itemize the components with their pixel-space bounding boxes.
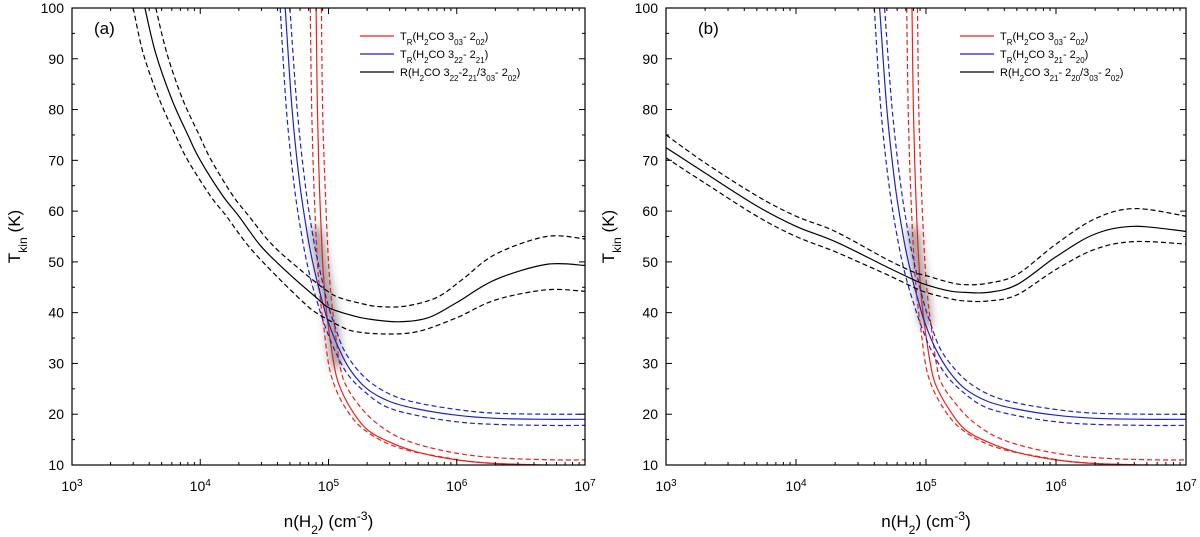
y-tick-label: 100	[41, 0, 65, 16]
x-tick-label: 107	[1175, 478, 1197, 495]
series-red_lower	[906, 8, 1161, 465]
y-tick-label: 90	[48, 51, 64, 67]
y-tick-label: 70	[48, 152, 64, 168]
panel-label: (a)	[94, 19, 115, 38]
legend-entry: R(H2CO 321- 220/303- 202)	[1000, 67, 1123, 83]
x-tick-label: 106	[1045, 478, 1067, 495]
series-red_upper	[320, 8, 585, 461]
y-tick-label: 80	[48, 102, 64, 118]
series-blue_center	[879, 8, 1186, 420]
x-tick-label: 104	[190, 478, 212, 495]
series-blue_lower	[279, 8, 585, 427]
y-tick-label: 30	[642, 355, 658, 371]
y-tick-label: 20	[642, 406, 658, 422]
series-blue_upper	[884, 8, 1186, 415]
legend-entry: TR(H2CO 321- 220)	[1000, 49, 1088, 65]
legend-entry: TR(H2CO 322- 221)	[400, 49, 488, 65]
y-tick-label: 50	[642, 254, 658, 270]
y-tick-label: 50	[48, 254, 64, 270]
series-blue_center	[284, 8, 585, 420]
x-axis-label: n(H2) (cm-3)	[881, 509, 971, 537]
y-tick-label: 20	[48, 406, 64, 422]
x-tick-label: 106	[446, 478, 468, 495]
panel-b: 10 20 30 40 50 60 70 80 90 100 103 104 105 106 107 n(H2…	[599, 0, 1197, 537]
x-tick-label: 103	[61, 478, 83, 495]
legend-entry: R(H2CO 322-221/303- 202)	[400, 67, 520, 83]
x-axis-label: n(H2) (cm-3)	[284, 509, 374, 537]
legend-entry: TR(H2CO 303- 202)	[1000, 31, 1088, 47]
y-tick-label: 10	[48, 457, 64, 473]
panel-a: 10 20 30 40 50 60 70 80 90 100 103 104 105 106 107 n(H2…	[5, 0, 596, 537]
series-blue_lower	[873, 8, 1186, 427]
probability-region	[311, 226, 342, 369]
x-tick-label: 107	[574, 478, 596, 495]
series-black_center	[666, 147, 1186, 294]
y-tick-label: 90	[642, 51, 658, 67]
series-black_center	[144, 8, 585, 323]
x-tick-label: 103	[655, 478, 677, 495]
series-red_upper	[916, 8, 1186, 461]
series-black_upper	[666, 134, 1186, 286]
y-axis-label: Tkin (K)	[599, 210, 624, 263]
legend-entry: TR(H2CO 303- 202)	[400, 31, 488, 47]
y-tick-label: 60	[48, 203, 64, 219]
y-tick-label: 70	[642, 152, 658, 168]
series-black_upper	[155, 8, 585, 308]
y-axis-label: Tkin (K)	[5, 210, 30, 263]
y-tick-label: 100	[635, 0, 659, 16]
y-tick-label: 30	[48, 355, 64, 371]
series-blue_upper	[289, 8, 585, 415]
y-tick-label: 40	[48, 305, 64, 321]
x-tick-label: 105	[318, 478, 340, 495]
y-tick-label: 80	[642, 102, 658, 118]
series-red_lower	[309, 8, 560, 465]
y-tick-label: 60	[642, 203, 658, 219]
x-tick-label: 104	[785, 478, 807, 495]
y-tick-label: 10	[642, 457, 658, 473]
panel-label: (b)	[698, 19, 719, 38]
series-black_lower	[132, 8, 585, 335]
series-black_lower	[666, 157, 1186, 303]
y-tick-label: 40	[642, 305, 658, 321]
x-tick-label: 105	[915, 478, 937, 495]
